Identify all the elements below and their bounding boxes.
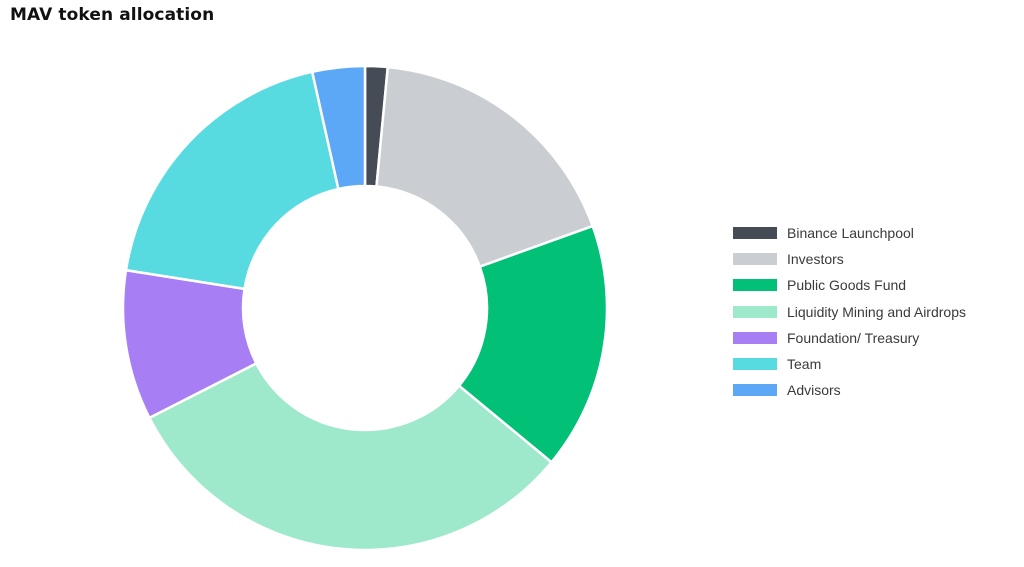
legend-swatch (733, 384, 777, 397)
legend-item[interactable]: Foundation/ Treasury (733, 325, 966, 351)
legend-item[interactable]: Team (733, 351, 966, 377)
donut-slice-3[interactable] (148, 362, 553, 552)
donut-slice-5[interactable] (124, 70, 340, 291)
legend-label: Team (787, 356, 822, 373)
chart-title: MAV token allocation (10, 5, 215, 25)
legend-swatch (733, 253, 777, 266)
legend-swatch (733, 331, 777, 344)
legend-swatch (733, 279, 777, 292)
donut-slice-1[interactable] (375, 65, 594, 268)
legend-label: Investors (787, 251, 844, 268)
legend-item[interactable]: Binance Launchpool (733, 220, 966, 246)
legend-swatch (733, 358, 777, 371)
legend-item[interactable]: Advisors (733, 377, 966, 403)
legend-swatch (733, 305, 777, 318)
legend-item[interactable]: Investors (733, 246, 966, 272)
legend-label: Binance Launchpool (787, 225, 914, 242)
legend-swatch (733, 227, 777, 240)
donut-slice-6[interactable] (310, 64, 367, 191)
legend-label: Foundation/ Treasury (787, 329, 920, 346)
donut-slice-2[interactable] (457, 224, 609, 464)
legend-label: Public Goods Fund (787, 277, 907, 294)
legend-item[interactable]: Liquidity Mining and Airdrops (733, 299, 966, 325)
donut-chart (121, 64, 609, 552)
legend-label: Advisors (787, 382, 841, 399)
legend-label: Liquidity Mining and Airdrops (787, 303, 966, 320)
legend-item[interactable]: Public Goods Fund (733, 272, 966, 298)
chart-legend: Binance Launchpool Investors Public Good… (733, 220, 966, 403)
